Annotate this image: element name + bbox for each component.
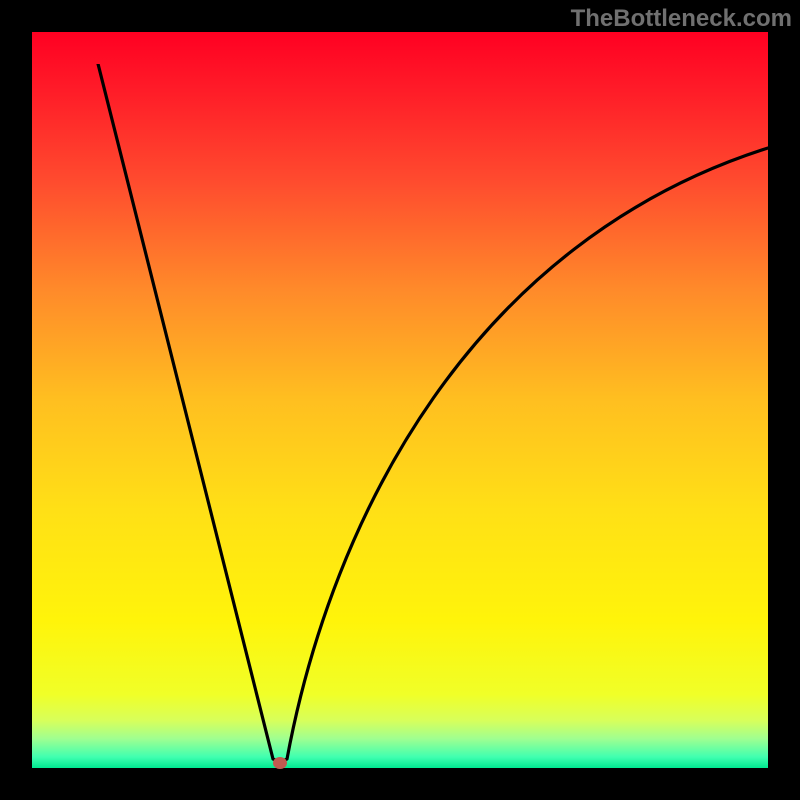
watermark-text: TheBottleneck.com <box>571 5 792 32</box>
plot-area <box>32 32 768 768</box>
optimal-point-marker <box>273 757 287 769</box>
bottleneck-chart: TheBottleneck.com <box>0 0 800 800</box>
